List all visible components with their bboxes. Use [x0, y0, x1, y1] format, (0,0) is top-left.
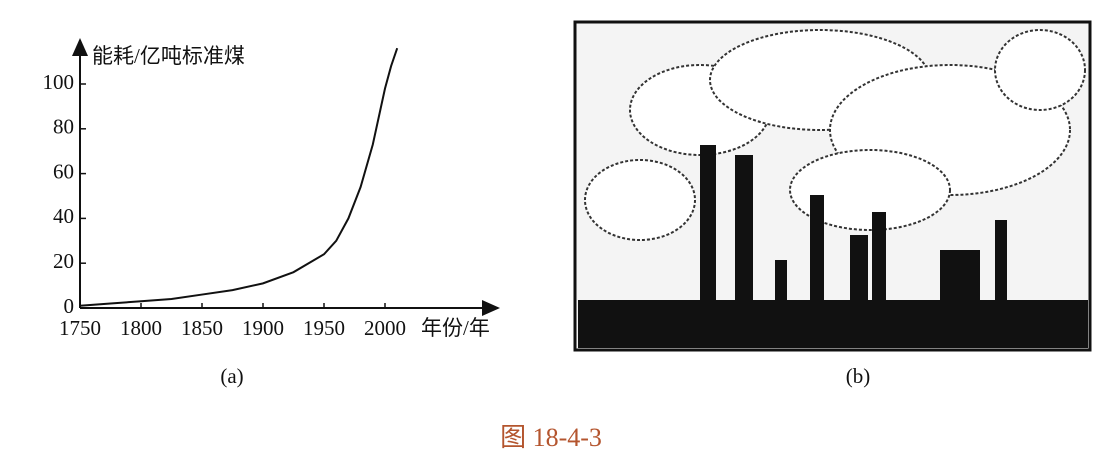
x-tick-label: 1750	[59, 316, 101, 340]
x-tick-label: 1850	[181, 316, 223, 340]
x-tick-label: 2000	[364, 316, 406, 340]
y-tick-label: 20	[53, 249, 74, 273]
x-tick-label: 1950	[303, 316, 345, 340]
caption: 图 18-4-3	[500, 423, 602, 452]
y-tick-label: 0	[64, 294, 75, 318]
x-tick-label: 1800	[120, 316, 162, 340]
panel-label: (a)	[220, 364, 243, 388]
y-axis-label: 能耗/亿吨标准煤	[92, 44, 245, 68]
panel-label: (b)	[846, 364, 871, 388]
data-line	[79, 47, 399, 307]
y-tick-label: 40	[53, 204, 74, 228]
y-tick-label: 60	[53, 159, 74, 183]
x-axis-label: 年份/年	[421, 316, 490, 340]
y-tick-label: 100	[43, 70, 75, 94]
y-tick-label: 80	[53, 115, 74, 139]
photo	[573, 20, 1092, 352]
x-tick-label: 1900	[242, 316, 284, 340]
